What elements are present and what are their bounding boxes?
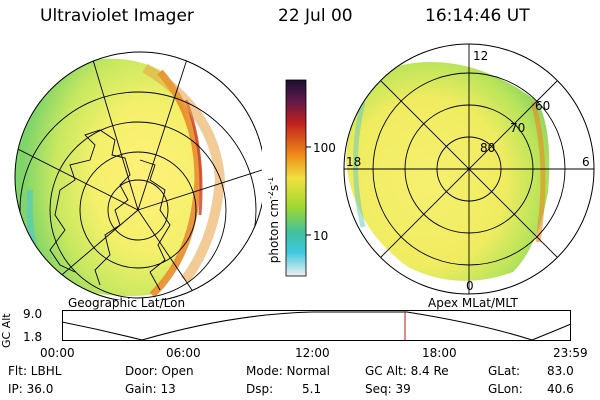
timeline-altitude-curve [62,311,572,341]
lat-label-60: 60 [535,99,550,113]
info-flt: Flt: LBHL [8,364,62,378]
timeline-plot [62,310,572,341]
timeline-xtick-1: 06:00 [166,346,201,360]
left-map-border [14,51,262,300]
info-mode: Mode: Normal [246,364,330,378]
timeline-xtick-3: 18:00 [422,346,457,360]
info-gc-alt: GC Alt: 8.4 Re [365,364,449,378]
mlt-label-6: 6 [582,155,590,169]
time-label: 16:14:46 UT [425,6,530,26]
right-aurora-region [346,62,550,281]
right-map-border [343,43,595,295]
timeline-y-label: GC Alt [0,313,13,348]
info-glat-label: GLat: [488,364,521,378]
colorbar-unit-label: photon cm-2s-1 [268,177,281,264]
page-title: Ultraviolet Imager [40,6,194,26]
left-aurora-region [15,58,195,297]
timeline-xtick-2: 12:00 [295,346,330,360]
coastline [49,129,131,286]
lat-label-80: 80 [480,141,495,155]
svg-text:photon cm-2s-1: photon cm-2s-1 [268,177,281,264]
timeline-y-label-wrap: GC Alt [0,313,14,348]
colorbar-tick-100: 100 [313,141,336,155]
lat-label-70: 70 [510,121,525,135]
colorbar: photon cm-2s-1 [268,79,311,277]
left-outer-arc [142,63,226,283]
mlt-label-18: 18 [346,155,361,169]
date-label: 22 Jul 00 [278,6,353,26]
timeline-xtick-4: 23:59 [553,346,588,360]
timeline-ytick-9: 9.0 [23,307,43,321]
info-seq: Seq: 39 [365,382,411,396]
mlt-label-12: 12 [473,49,488,63]
mlt-label-0: 0 [466,279,474,293]
mlat-mlt-map: 12 18 6 0 60 70 80 [343,43,595,295]
info-glon-value: 40.6 [547,382,574,396]
info-dsp-value: 5.1 [302,382,322,396]
left-caption: Geographic Lat/Lon [68,296,186,310]
info-gain: Gain: 13 [125,382,176,396]
geographic-map [14,51,262,300]
info-glat-value: 83.0 [547,364,574,378]
info-dsp-label: Dsp: [246,382,274,396]
colorbar-tick-10: 10 [313,229,329,243]
info-door: Door: Open [125,364,194,378]
info-ip: IP: 36.0 [8,382,54,396]
right-caption: Apex MLat/MLT [428,296,518,310]
timeline-xtick-0: 00:00 [40,346,75,360]
timeline-frame [62,310,571,341]
timeline-ytick-1-8: 1.8 [23,330,43,344]
colorbar-gradient [285,79,307,277]
info-glon-label: GLon: [488,382,523,396]
